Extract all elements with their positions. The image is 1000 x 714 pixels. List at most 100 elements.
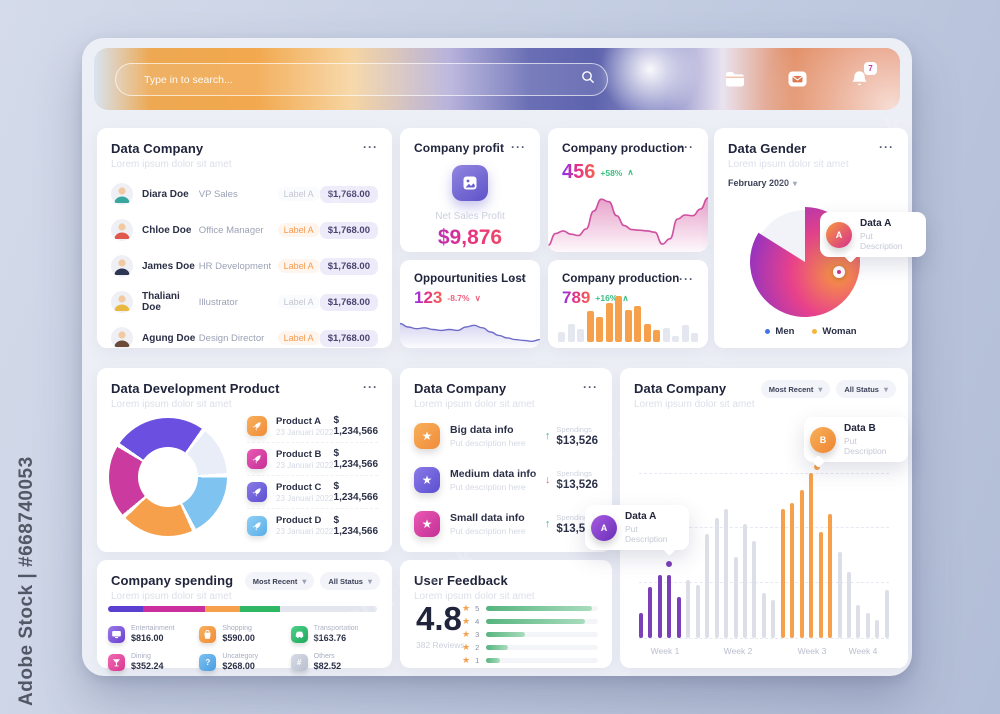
star-icon: ★	[462, 603, 471, 613]
area-chart	[548, 197, 708, 252]
info-value: $13,526	[556, 435, 598, 447]
filter-dropdown-most-recent[interactable]: Most Recent ▾	[244, 572, 315, 590]
more-menu-icon[interactable]: ···	[511, 140, 526, 154]
mail-icon[interactable]	[786, 68, 808, 90]
card-subtitle: Lorem ipsum dolor sit amet	[414, 591, 535, 602]
spending-name: Shopping	[222, 625, 252, 632]
rating-bar-row: ★ 5	[462, 602, 598, 615]
rocket-icon	[247, 482, 267, 502]
tooltip-title: Data B	[844, 423, 876, 434]
star-icon: ★	[462, 616, 471, 626]
more-menu-icon[interactable]: ···	[679, 140, 694, 154]
spending-item-shopping[interactable]: Shopping $590.00	[199, 624, 290, 644]
spending-item-entertainment[interactable]: Entertainment $816.00	[108, 624, 199, 644]
more-menu-icon[interactable]: ···	[679, 272, 694, 286]
person-role: Office Manager	[198, 224, 264, 236]
search-bar[interactable]	[115, 63, 608, 96]
bar	[577, 329, 584, 342]
axis-label: Week 2	[723, 646, 753, 656]
bar	[837, 552, 842, 638]
list-item[interactable]: ★ Small data info Put description here ↑ …	[400, 502, 612, 546]
bar	[875, 619, 880, 638]
list-item[interactable]: ★ Big data info Put description here ↑ Sp…	[400, 414, 612, 458]
card-title: Company production	[562, 273, 680, 285]
rocket-icon	[247, 515, 267, 536]
search-icon[interactable]	[581, 70, 595, 89]
profit-value: $9,876	[400, 226, 540, 250]
bar	[686, 580, 691, 638]
chevron-down-icon: ▾	[367, 576, 372, 586]
table-row[interactable]: Chloe Doe Office Manager Label A $1,768.…	[97, 212, 392, 248]
card-title: Data Development Product	[111, 381, 280, 396]
card-subtitle: Lorem ipsum dolor sit amet	[111, 399, 232, 410]
filter-dropdown-most-recent[interactable]: Most Recent ▾	[760, 380, 831, 398]
bar	[724, 509, 729, 638]
status-badge: Label A	[277, 187, 320, 201]
person-value-pill: $1,768.00	[319, 185, 378, 203]
product-date: 23 Januari 2022	[276, 427, 334, 437]
bar	[657, 575, 662, 638]
bar	[615, 296, 622, 342]
table-row[interactable]: Diara Doe VP Sales Label A $1,768.00	[97, 176, 392, 212]
table-row[interactable]: James Doe HR Development Label A $1,768.…	[97, 248, 392, 284]
more-menu-icon[interactable]: ···	[363, 380, 378, 394]
rating-bar-track	[486, 658, 598, 663]
card-subtitle: Lorem ipsum dolor sit amet	[414, 399, 535, 410]
more-menu-icon[interactable]: ···	[363, 140, 378, 154]
info-description: Put description here	[450, 482, 526, 492]
rating-bar-row: ★ 2	[462, 641, 598, 654]
product-name: Product D	[276, 515, 322, 526]
spending-item-dining[interactable]: Dining $352.24	[108, 652, 199, 672]
table-row[interactable]: Agung Doe Design Director Label A $1,768…	[97, 320, 392, 356]
info-description: Put description here	[450, 526, 526, 536]
list-item[interactable]: Product D 23 Januari 2022 $ 1,234,566	[247, 509, 378, 542]
star-icon: ★	[462, 655, 471, 665]
line-chart	[400, 322, 540, 348]
card-title: Data Company	[111, 141, 204, 156]
more-menu-icon[interactable]: ···	[511, 272, 526, 286]
profit-caption: Net Sales Profit	[435, 211, 505, 222]
bar	[558, 331, 565, 342]
spending-item-others[interactable]: # Others $82.52	[290, 652, 382, 672]
weekly-bar-chart	[639, 473, 889, 638]
table-row[interactable]: Thaliani Doe Illustrator Label A $1,768.…	[97, 284, 392, 320]
top-navigation-bar: 7	[94, 48, 900, 110]
rating-bar-row: ★ 1	[462, 654, 598, 667]
product-name: Product B	[276, 448, 322, 460]
more-menu-icon[interactable]: ···	[583, 380, 598, 394]
star-icon: ★	[414, 467, 440, 493]
info-label: Spendings	[556, 513, 592, 522]
search-input[interactable]	[144, 73, 581, 86]
spending-bar-segment	[280, 606, 377, 612]
mini-bar-chart	[558, 296, 698, 342]
period-dropdown[interactable]: February 2020 ▾	[728, 178, 798, 188]
bell-icon[interactable]: 7	[848, 62, 877, 90]
star-count: 1	[475, 656, 480, 665]
card-title: Data Company	[414, 381, 507, 396]
list-item[interactable]: Product C 23 Januari 2022 $ 1,234,566	[247, 476, 378, 509]
list-item[interactable]: ★ Medium data info Put description here ↓…	[400, 458, 612, 502]
info-name: Medium data info	[450, 468, 537, 480]
filter-dropdown-all-status[interactable]: All Status ▾	[836, 380, 896, 398]
avatar	[111, 255, 133, 277]
rating-bar-row: ★ 4	[462, 615, 598, 628]
legend-label: Woman	[822, 326, 857, 337]
filter-dropdown-all-status[interactable]: All Status ▾	[320, 572, 380, 590]
list-item[interactable]: Product B 23 Januari 2022 $ 1,234,566	[247, 443, 378, 476]
rating-bar-fill	[486, 632, 526, 637]
bar	[596, 316, 603, 342]
person-name: Thaliani Doe	[142, 291, 180, 313]
product-date: 23 Januari 2022	[276, 493, 334, 503]
trend-down-icon: ↓	[544, 474, 551, 486]
folder-icon[interactable]	[724, 68, 746, 90]
card-title: User Feedback	[414, 573, 508, 588]
spending-value: $590.00	[222, 633, 255, 643]
spending-item-transportation[interactable]: Transportation $163.76	[290, 624, 382, 644]
list-item[interactable]: Product A 23 Januari 2022 $ 1,234,566	[247, 410, 378, 443]
dashboard-panel: 7 Data Company Lorem ipsum dolor sit ame…	[82, 38, 926, 676]
more-menu-icon[interactable]: ···	[879, 140, 894, 154]
product-value: $ 1,234,566	[333, 448, 379, 470]
spending-item-uncategory[interactable]: ? Uncategory $268.00	[199, 652, 290, 672]
bar	[790, 502, 795, 638]
spending-value: $163.76	[313, 633, 347, 643]
